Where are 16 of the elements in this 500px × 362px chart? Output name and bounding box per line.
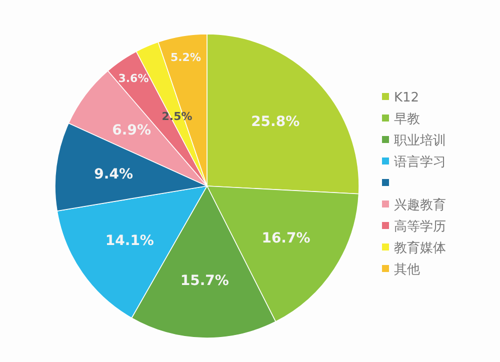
data-label: 9.4% xyxy=(94,166,133,183)
legend-label: 教育媒体 xyxy=(394,240,446,256)
data-label: 6.9% xyxy=(112,122,151,138)
legend-label: 高等学历 xyxy=(394,218,446,235)
legend-label: 语言学习 xyxy=(394,154,446,170)
data-label: 5.2% xyxy=(170,50,201,64)
data-label: 16.7% xyxy=(262,230,310,246)
legend-label: 职业培训 xyxy=(394,134,446,149)
legend-label: 兴趣教育 xyxy=(394,197,446,214)
data-label: 3.6% xyxy=(118,72,149,85)
legend-label: 早教 xyxy=(394,112,420,128)
legend-label: K12 xyxy=(394,90,420,106)
data-label: 14.1% xyxy=(105,232,154,249)
data-label: 15.7% xyxy=(180,273,229,290)
legend-label: 其他 xyxy=(394,262,420,278)
data-label: 25.8% xyxy=(251,114,300,130)
